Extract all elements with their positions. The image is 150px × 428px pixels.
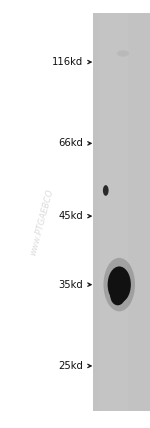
Text: 25kd: 25kd: [58, 361, 83, 371]
Text: 66kd: 66kd: [58, 138, 83, 149]
Text: 45kd: 45kd: [58, 211, 83, 221]
Ellipse shape: [117, 51, 129, 57]
Ellipse shape: [103, 258, 135, 312]
Text: 35kd: 35kd: [58, 279, 83, 290]
Bar: [93, 13, 150, 411]
Bar: [99, 13, 128, 411]
Text: www.PTGAEBCO: www.PTGAEBCO: [29, 188, 55, 257]
Ellipse shape: [110, 285, 125, 305]
Text: 116kd: 116kd: [52, 57, 83, 67]
Ellipse shape: [108, 266, 131, 303]
Ellipse shape: [103, 185, 109, 196]
